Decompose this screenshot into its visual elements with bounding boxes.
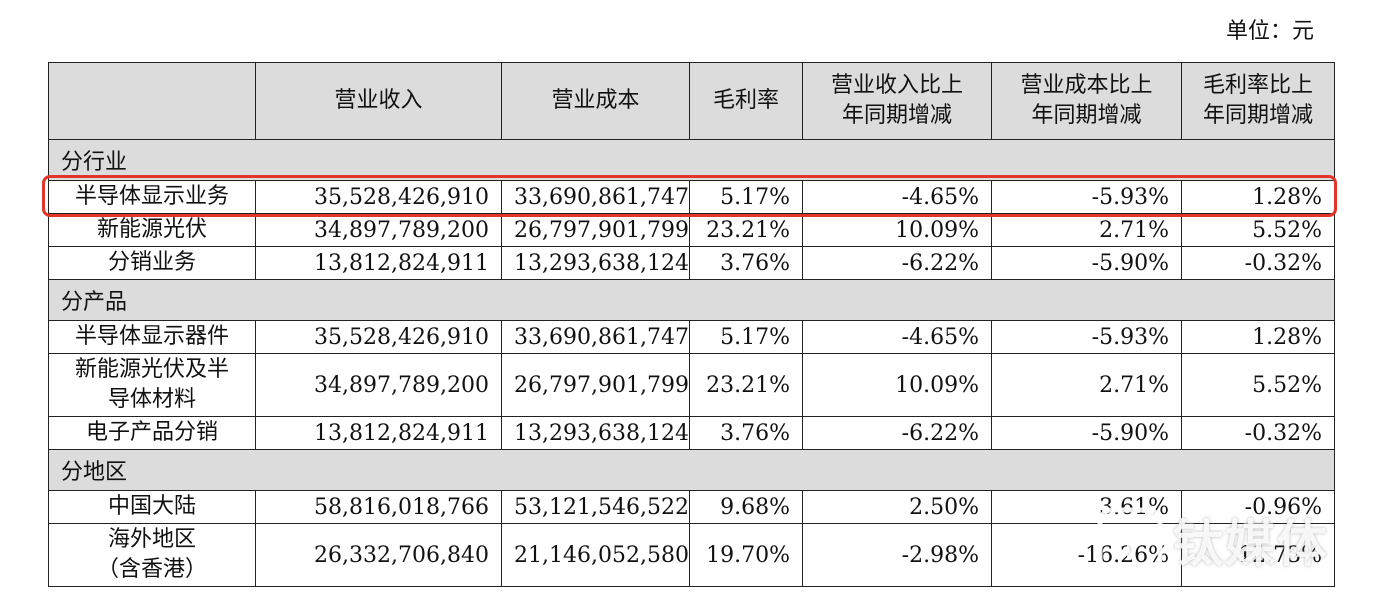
header-gross-margin: 毛利率 <box>689 62 803 140</box>
cost-yoy-cell: -5.90% <box>991 246 1182 280</box>
row-label-line2: 导体材料 <box>107 387 196 412</box>
table-row: 中国大陆 58,816,018,766 53,121,546,522 9.68%… <box>48 490 1335 524</box>
revenue-yoy-cell: 10.09% <box>802 353 992 417</box>
cost-cell: 33,690,861,747 <box>501 320 690 354</box>
table-row-highlighted: 半导体显示业务 35,528,426,910 33,690,861,747 5.… <box>48 180 1335 214</box>
header-cost-yoy-line1: 营业成本比上 <box>1020 73 1153 98</box>
cost-yoy-cell: -5.90% <box>991 416 1182 450</box>
section-row-region: 分地区 <box>48 449 1335 491</box>
row-label: 新能源光伏 <box>48 213 256 247</box>
row-label: 电子产品分销 <box>48 416 256 450</box>
cost-cell: 26,797,901,799 <box>501 353 690 417</box>
cost-cell: 33,690,861,747 <box>501 180 690 214</box>
gross-margin-cell: 3.76% <box>689 416 803 450</box>
revenue-yoy-cell: -4.65% <box>802 320 992 354</box>
section-row-product: 分产品 <box>48 279 1335 321</box>
header-cost-yoy: 营业成本比上 年同期增减 <box>991 62 1182 140</box>
row-label-line1: 新能源光伏及半 <box>74 357 229 382</box>
gross-margin-cell: 5.17% <box>689 180 803 214</box>
header-cost-yoy-line2: 年同期增减 <box>1031 103 1142 128</box>
gross-margin-cell: 23.21% <box>689 353 803 417</box>
cost-cell: 26,797,901,799 <box>501 213 690 247</box>
revenue-cell: 13,812,824,911 <box>255 246 502 280</box>
cost-yoy-cell: -16.26% <box>991 523 1182 587</box>
row-label: 分销业务 <box>48 246 256 280</box>
row-label: 海外地区 （含香港） <box>48 523 256 587</box>
financial-table: 营业收入 营业成本 毛利率 营业收入比上 年同期增减 营业成本比上 年同期增减 … <box>48 62 1335 587</box>
margin-yoy-cell: 5.52% <box>1181 213 1335 247</box>
gross-margin-cell: 3.76% <box>689 246 803 280</box>
revenue-yoy-cell: -4.65% <box>802 180 992 214</box>
cost-yoy-cell: -5.93% <box>991 180 1182 214</box>
table-row: 新能源光伏及半 导体材料 34,897,789,200 26,797,901,7… <box>48 353 1335 417</box>
revenue-cell: 35,528,426,910 <box>255 320 502 354</box>
gross-margin-cell: 9.68% <box>689 490 803 524</box>
revenue-cell: 34,897,789,200 <box>255 213 502 247</box>
header-margin-yoy-line2: 年同期增减 <box>1202 103 1313 128</box>
row-label-line2: （含香港） <box>96 557 207 582</box>
header-margin-yoy-line1: 毛利率比上 <box>1202 73 1313 98</box>
header-revenue: 营业收入 <box>255 62 502 140</box>
revenue-yoy-cell: 2.50% <box>802 490 992 524</box>
margin-yoy-cell: -0.96% <box>1181 490 1335 524</box>
margin-yoy-cell: -0.32% <box>1181 246 1335 280</box>
margin-yoy-cell: 1.28% <box>1181 180 1335 214</box>
table-row: 新能源光伏 34,897,789,200 26,797,901,799 23.2… <box>48 213 1335 247</box>
margin-yoy-cell: -0.32% <box>1181 416 1335 450</box>
margin-yoy-cell: 5.52% <box>1181 353 1335 417</box>
table-row: 分销业务 13,812,824,911 13,293,638,124 3.76%… <box>48 246 1335 280</box>
cost-cell: 21,146,052,580 <box>501 523 690 587</box>
header-revenue-yoy: 营业收入比上 年同期增减 <box>802 62 992 140</box>
section-title: 分行业 <box>48 139 1335 181</box>
table-row: 海外地区 （含香港） 26,332,706,840 21,146,052,580… <box>48 523 1335 587</box>
row-label: 新能源光伏及半 导体材料 <box>48 353 256 417</box>
revenue-cell: 34,897,789,200 <box>255 353 502 417</box>
revenue-cell: 13,812,824,911 <box>255 416 502 450</box>
unit-label: 单位：元 <box>1225 19 1314 44</box>
header-revenue-yoy-line2: 年同期增减 <box>841 103 952 128</box>
cost-yoy-cell: 2.71% <box>991 213 1182 247</box>
header-blank <box>48 62 256 140</box>
gross-margin-cell: 5.17% <box>689 320 803 354</box>
revenue-cell: 26,332,706,840 <box>255 523 502 587</box>
cost-cell: 13,293,638,124 <box>501 246 690 280</box>
header-margin-yoy: 毛利率比上 年同期增减 <box>1181 62 1335 140</box>
cost-yoy-cell: -5.93% <box>991 320 1182 354</box>
header-revenue-yoy-line1: 营业收入比上 <box>830 73 963 98</box>
revenue-cell: 58,816,018,766 <box>255 490 502 524</box>
gross-margin-cell: 23.21% <box>689 213 803 247</box>
row-label-line1: 海外地区 <box>107 527 196 552</box>
cost-yoy-cell: 2.71% <box>991 353 1182 417</box>
margin-yoy-cell: 12.73% <box>1181 523 1335 587</box>
gross-margin-cell: 19.70% <box>689 523 803 587</box>
cost-cell: 53,121,546,522 <box>501 490 690 524</box>
section-title: 分产品 <box>48 279 1335 321</box>
header-row: 营业收入 营业成本 毛利率 营业收入比上 年同期增减 营业成本比上 年同期增减 … <box>48 62 1335 140</box>
section-title: 分地区 <box>48 449 1335 491</box>
table-row: 电子产品分销 13,812,824,911 13,293,638,124 3.7… <box>48 416 1335 450</box>
revenue-cell: 35,528,426,910 <box>255 180 502 214</box>
revenue-yoy-cell: 10.09% <box>802 213 992 247</box>
table-row: 半导体显示器件 35,528,426,910 33,690,861,747 5.… <box>48 320 1335 354</box>
cost-cell: 13,293,638,124 <box>501 416 690 450</box>
revenue-yoy-cell: -6.22% <box>802 246 992 280</box>
cost-yoy-cell: 3.61% <box>991 490 1182 524</box>
section-row-industry: 分行业 <box>48 139 1335 181</box>
revenue-yoy-cell: -2.98% <box>802 523 992 587</box>
revenue-yoy-cell: -6.22% <box>802 416 992 450</box>
row-label: 中国大陆 <box>48 490 256 524</box>
margin-yoy-cell: 1.28% <box>1181 320 1335 354</box>
row-label: 半导体显示器件 <box>48 320 256 354</box>
row-label: 半导体显示业务 <box>48 180 256 214</box>
header-cost: 营业成本 <box>501 62 690 140</box>
